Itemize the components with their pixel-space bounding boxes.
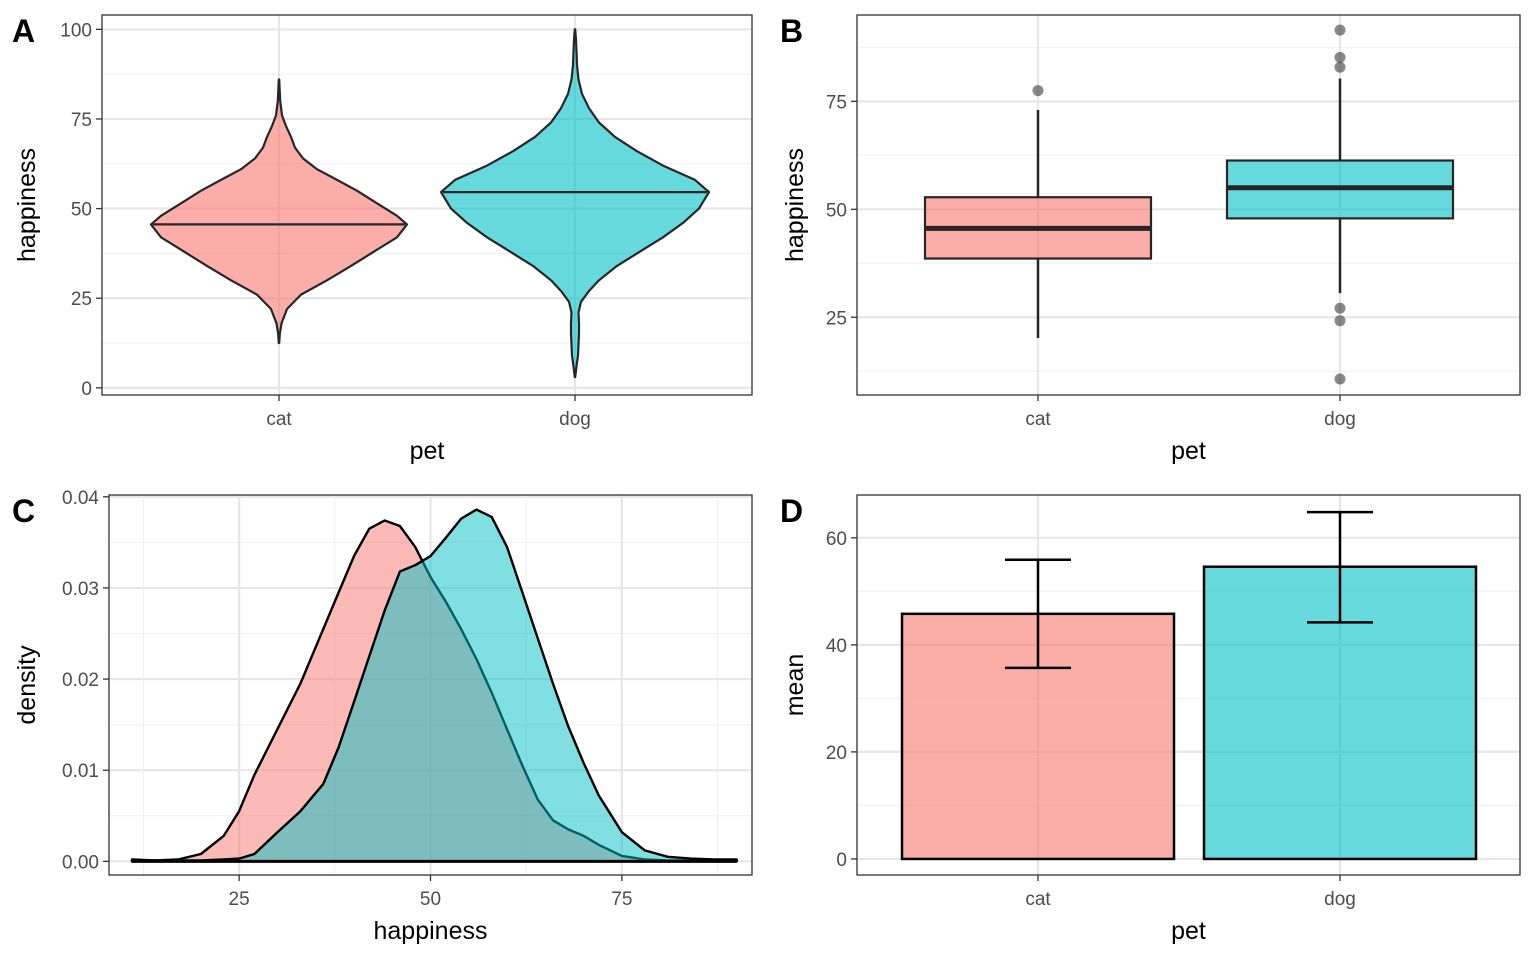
- x-tick-label: 75: [611, 889, 632, 910]
- x-tick-label: dog: [559, 409, 591, 430]
- panel-tag: C: [12, 493, 35, 529]
- y-tick-label: 50: [71, 200, 92, 221]
- outlier-point-dog: [1335, 25, 1346, 36]
- outlier-point-dog: [1335, 315, 1346, 326]
- outlier-point-dog: [1335, 374, 1346, 385]
- y-tick-label: 0: [836, 850, 847, 871]
- x-axis-title: pet: [1171, 917, 1206, 945]
- x-axis-title: pet: [1171, 437, 1206, 465]
- x-tick-label: cat: [266, 409, 292, 430]
- x-tick-label: dog: [1324, 409, 1356, 430]
- panel-b-box-plot: 25 50 75 cat dog pet happiness B: [780, 13, 1520, 465]
- density-area-dog: [132, 510, 737, 862]
- panel-tag: B: [780, 13, 803, 49]
- y-axis-title: happiness: [781, 148, 809, 262]
- x-axis-title: pet: [410, 437, 445, 465]
- outlier-point-cat: [1033, 85, 1044, 96]
- x-tick-label: 25: [229, 889, 250, 910]
- outlier-point-dog: [1335, 52, 1346, 63]
- x-tick-label: 50: [420, 889, 441, 910]
- y-tick-label: 0.04: [62, 488, 99, 509]
- panel-tag: A: [12, 13, 35, 49]
- y-tick-label: 25: [826, 308, 847, 329]
- x-tick-label: cat: [1025, 889, 1051, 910]
- outlier-point-dog: [1335, 303, 1346, 314]
- y-tick-label: 60: [826, 529, 847, 550]
- x-tick-label: dog: [1324, 889, 1356, 910]
- panel-tag: D: [780, 493, 803, 529]
- y-axis-title: mean: [781, 654, 809, 717]
- y-axis-title: density: [13, 645, 41, 725]
- y-tick-label: 75: [71, 110, 92, 131]
- y-tick-label: 100: [60, 20, 92, 41]
- violin-dog: [441, 29, 709, 377]
- panel-c-density-plot: 0.00 0.01 0.02 0.03 0.04 25 50 75 happiness densi…: [12, 488, 752, 945]
- panel-d-bar-chart: 0 20 40 60 cat dog pet mean D: [780, 493, 1520, 945]
- y-tick-label: 75: [826, 92, 847, 113]
- panel-a-violin-plot: 0 25 50 75 100 cat dog pet happiness A: [12, 13, 752, 465]
- y-tick-label: 20: [826, 743, 847, 764]
- y-axis-title: happiness: [13, 148, 41, 262]
- x-axis-title: happiness: [374, 917, 488, 945]
- y-tick-label: 0.03: [62, 579, 99, 600]
- x-tick-label: cat: [1025, 409, 1051, 430]
- outlier-point-dog: [1335, 62, 1346, 73]
- y-tick-label: 0.00: [62, 852, 99, 873]
- y-tick-label: 40: [826, 636, 847, 657]
- y-tick-label: 0: [81, 379, 92, 400]
- y-tick-label: 25: [71, 289, 92, 310]
- y-tick-label: 50: [826, 200, 847, 221]
- y-tick-label: 0.02: [62, 670, 99, 691]
- y-tick-label: 0.01: [62, 761, 99, 782]
